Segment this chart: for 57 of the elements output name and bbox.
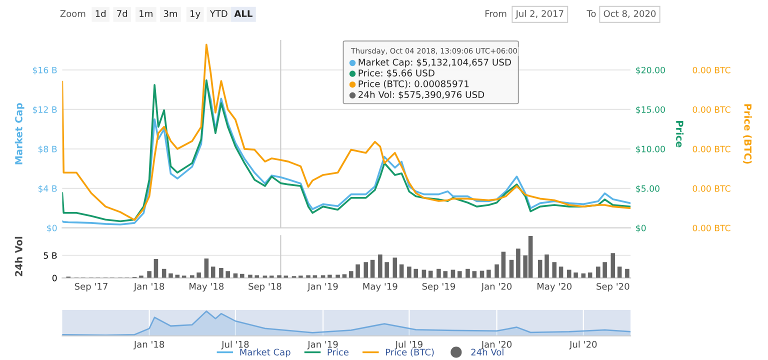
y3-tick-label: 0.00 BTC	[692, 66, 730, 74]
x-tick-label: Jul '20	[569, 340, 597, 350]
text: To	[586, 10, 596, 18]
y-axis-title: Market Cap	[14, 103, 24, 164]
annotation: Price (BTC): 0.00085971	[358, 80, 469, 88]
text: 7d	[117, 10, 128, 18]
y-axis-title: 24h Vol	[14, 236, 22, 276]
y3-tick-label: 0.00 BTC	[692, 224, 730, 232]
x-tick-label: Jan '19	[307, 282, 338, 292]
y-tick-label: $0	[47, 224, 57, 232]
legend-label: Price	[328, 348, 348, 356]
y3-tick-label: 0.00 BTC	[692, 106, 730, 113]
text: From	[485, 10, 506, 18]
text: Oct 8, 2020	[604, 10, 656, 18]
y3-tick-label: 0.00 BTC	[692, 185, 730, 192]
text: 1y	[190, 10, 200, 19]
legend-label: Market Cap	[240, 348, 290, 358]
y-tick-label: $12 B	[32, 106, 57, 114]
text: 3m	[164, 10, 177, 18]
text: ALL	[234, 10, 252, 17]
y3-axis-title: Price (BTC)	[743, 104, 752, 164]
x-tick-label: May '19	[363, 282, 398, 292]
y2-tick-label: $15.00	[636, 106, 665, 114]
y-tick-label: $4 B	[38, 185, 57, 193]
x-tick-label: Sep '17	[74, 282, 108, 292]
y2-axis-title: Price	[676, 121, 684, 148]
x-tick-label: Jan '18	[133, 340, 164, 350]
x-tick-label: Sep '19	[422, 282, 455, 292]
x-tick-label: Sep '20	[596, 282, 630, 292]
annotation: Market Cap: $5,132,104,657 USD	[358, 58, 511, 68]
y2-tick-label: $20.00	[636, 66, 665, 74]
x-tick-label: Jul '19	[394, 340, 422, 350]
x-tick-label: Jan '20	[480, 282, 512, 292]
x-tick-label: Jan '19	[307, 340, 338, 350]
x-tick-label: May '18	[190, 282, 224, 292]
x-tick-label: Jan '20	[480, 340, 512, 350]
text: Zoom	[60, 10, 86, 18]
legend-label: 24h Vol	[471, 348, 504, 356]
text: 1d	[96, 10, 106, 18]
legend-label: Price (BTC)	[386, 348, 434, 357]
text: 1m	[140, 10, 152, 17]
x-tick-label: Jul '18	[221, 340, 249, 350]
x-tick-label: May '20	[538, 282, 572, 292]
y2-tick-label: $0	[636, 224, 646, 232]
y2-tick-label: $5.00	[636, 185, 660, 193]
y3-tick-label: 0.00 BTC	[692, 146, 730, 152]
annotation: 24h Vol: $575,390,976 USD	[358, 90, 484, 100]
text: YTD	[210, 10, 228, 17]
y-tick-label: $8 B	[38, 146, 57, 154]
y-tick-label: 0	[52, 274, 57, 282]
y2-tick-label: $10.00	[636, 146, 665, 154]
x-tick-label: Sep '18	[248, 282, 282, 292]
y-tick-label: $16 B	[32, 66, 57, 74]
annotation: Price: $5.66 USD	[358, 69, 434, 78]
text: Jul 2, 2017	[515, 10, 564, 19]
y-tick-label: 5 B	[44, 252, 57, 259]
x-tick-label: Jan '18	[133, 282, 164, 292]
